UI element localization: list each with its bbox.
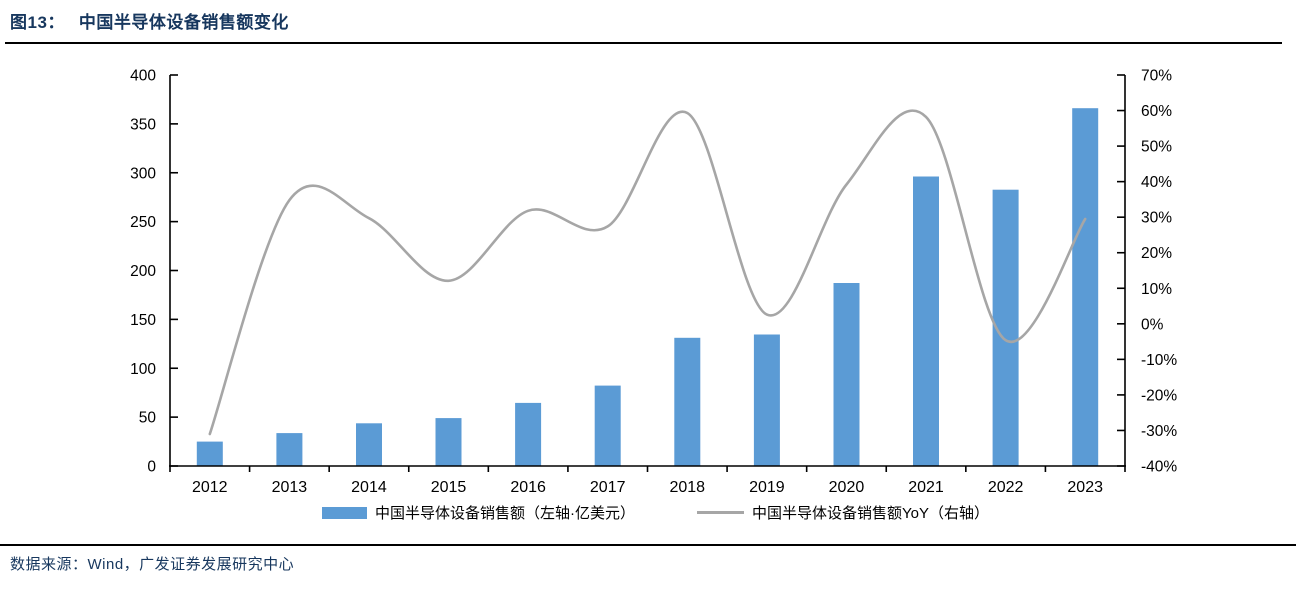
x-axis-label-2014: 2014	[351, 479, 387, 496]
left-axis-label-0: 0	[147, 459, 156, 476]
left-axis-label-400: 400	[130, 68, 156, 85]
legend-item-yoy: 中国半导体设备销售额YoY（右轴）	[697, 502, 989, 523]
line-series-swatch-icon	[697, 511, 744, 514]
right-axis-label--30%: -30%	[1141, 423, 1177, 440]
legend-label-yoy: 中国半导体设备销售额YoY（右轴）	[752, 505, 989, 522]
left-axis-label-250: 250	[130, 214, 156, 231]
sales-bar-2015	[435, 418, 462, 466]
sales-bar-2016	[515, 402, 542, 466]
figure-title-text: 中国半导体设备销售额变化	[78, 13, 289, 32]
axes	[169, 74, 1126, 472]
x-axis-label-2015: 2015	[431, 479, 467, 496]
right-axis-label-0%: 0%	[1141, 316, 1164, 333]
right-axis-label-30%: 30%	[1141, 210, 1172, 227]
right-axis-label-50%: 50%	[1141, 139, 1172, 156]
left-axis-label-150: 150	[130, 312, 156, 329]
x-axis-label-2012: 2012	[192, 479, 228, 496]
right-axis-label-70%: 70%	[1141, 68, 1172, 85]
left-axis-label-50: 50	[139, 410, 157, 427]
x-axis-label-2013: 2013	[272, 479, 308, 496]
legend-item-sales: 中国半导体设备销售额（左轴·亿美元）	[322, 502, 635, 523]
x-axis-label-2019: 2019	[749, 479, 785, 496]
left-axis-label-350: 350	[130, 116, 156, 133]
sales-bar-2013	[276, 433, 303, 466]
chart-legend: 中国半导体设备销售额（左轴·亿美元） 中国半导体设备销售额YoY（右轴）	[0, 502, 1311, 523]
yoy-line	[208, 109, 1087, 436]
right-axis-label-10%: 10%	[1141, 281, 1172, 298]
left-axis-label-100: 100	[130, 361, 156, 378]
figure-number: 图13：	[10, 13, 65, 32]
left-axis-label-300: 300	[130, 165, 156, 182]
x-axis-label-2017: 2017	[590, 479, 626, 496]
right-axis-label--40%: -40%	[1141, 459, 1177, 476]
x-axis-label-2020: 2020	[829, 479, 865, 496]
left-axis-label-200: 200	[130, 263, 156, 280]
axis-labels: 0 50 100 150 200 250 300 350 400 -40% -30% -20% -10%…	[130, 68, 1177, 497]
sales-bar-2019	[753, 334, 780, 466]
source-divider	[0, 544, 1296, 546]
x-axis-label-2023: 2023	[1067, 479, 1103, 496]
x-axis-label-2022: 2022	[988, 479, 1024, 496]
x-axis-label-2021: 2021	[908, 479, 944, 496]
sales-bar-2014	[356, 423, 382, 466]
right-axis-label-40%: 40%	[1141, 174, 1172, 191]
sales-bars	[196, 108, 1099, 466]
sales-bar-2020	[833, 283, 860, 466]
right-axis-label-20%: 20%	[1141, 245, 1172, 262]
source-note: 数据来源：Wind，广发证券发展研究中心	[10, 556, 295, 573]
right-axis-label--20%: -20%	[1141, 387, 1177, 404]
x-axis-label-2016: 2016	[510, 479, 546, 496]
sales-bar-2023	[1072, 108, 1099, 466]
right-axis-label--10%: -10%	[1141, 352, 1177, 369]
figure-title: 图13： 中国半导体设备销售额变化	[10, 8, 289, 33]
sales-bar-2018	[674, 337, 701, 466]
sales-bar-2017	[594, 385, 621, 466]
right-axis-label-60%: 60%	[1141, 103, 1172, 120]
legend-label-sales: 中国半导体设备销售额（左轴·亿美元）	[375, 505, 635, 522]
bar-series-swatch-icon	[322, 506, 367, 519]
sales-bar-2012	[196, 441, 223, 466]
sales-bar-2021	[913, 176, 939, 466]
title-divider	[5, 42, 1282, 44]
x-axis-label-2018: 2018	[669, 479, 705, 496]
